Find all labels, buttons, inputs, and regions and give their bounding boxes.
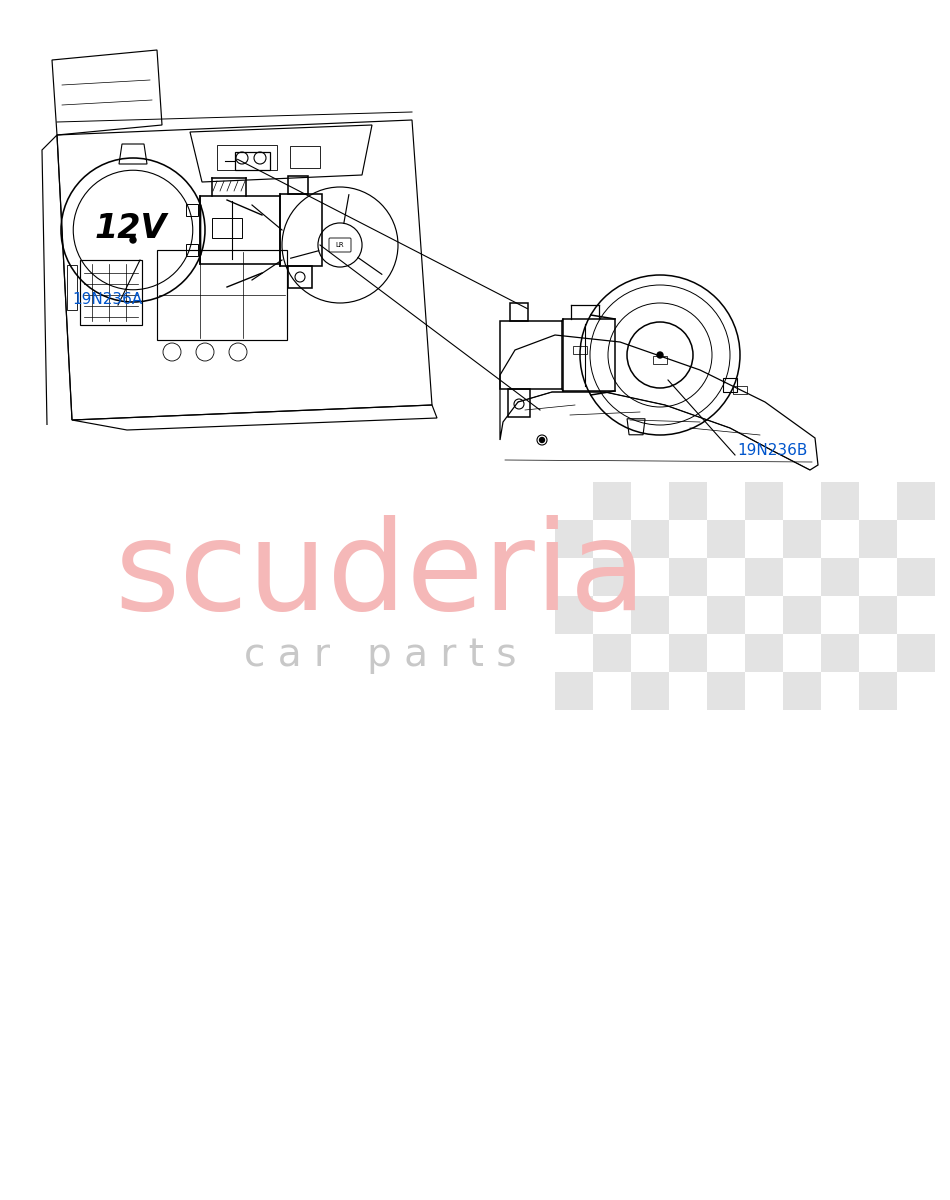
Bar (783, 520, 821, 558)
Bar (897, 558, 935, 596)
Bar (67, 265, 77, 310)
Bar (897, 482, 935, 520)
Bar (555, 520, 593, 558)
Bar (555, 672, 593, 710)
Bar (821, 634, 859, 672)
Bar (631, 596, 669, 634)
Bar (157, 250, 287, 340)
Bar (745, 558, 783, 596)
Circle shape (657, 352, 663, 358)
Bar (80, 260, 142, 325)
Bar (212, 218, 242, 238)
Bar (500, 320, 562, 389)
Bar (669, 634, 707, 672)
Bar (821, 482, 859, 520)
Bar (859, 672, 897, 710)
Bar (235, 152, 270, 170)
Bar (280, 194, 322, 266)
Bar (593, 558, 631, 596)
Text: 12V: 12V (95, 211, 167, 245)
Bar (508, 389, 530, 416)
Bar (186, 245, 199, 257)
Bar (859, 596, 897, 634)
Bar (186, 204, 199, 216)
Bar (669, 482, 707, 520)
Bar (288, 266, 312, 288)
Bar (707, 596, 745, 634)
Bar (897, 634, 935, 672)
Bar (745, 482, 783, 520)
Bar (555, 596, 593, 634)
Bar (783, 672, 821, 710)
Bar (593, 482, 631, 520)
Text: LR: LR (335, 242, 344, 248)
Bar (707, 520, 745, 558)
Circle shape (540, 438, 544, 443)
Text: 19N236A: 19N236A (72, 292, 142, 307)
Text: scuderia: scuderia (114, 515, 646, 636)
Bar (510, 302, 528, 320)
Text: c a r   p a r t s: c a r p a r t s (244, 636, 516, 674)
Bar (593, 634, 631, 672)
Bar (653, 356, 667, 364)
Bar (631, 520, 669, 558)
Bar (859, 520, 897, 558)
Bar (783, 596, 821, 634)
Bar (573, 346, 587, 354)
Bar (745, 634, 783, 672)
Text: 19N236B: 19N236B (737, 443, 808, 458)
Circle shape (130, 236, 136, 242)
Bar (563, 319, 615, 391)
Bar (288, 176, 308, 194)
Bar (669, 558, 707, 596)
Bar (631, 672, 669, 710)
Bar (821, 558, 859, 596)
Bar (290, 146, 320, 168)
Bar (200, 196, 280, 264)
Bar (707, 672, 745, 710)
Bar (733, 386, 747, 394)
Bar (217, 145, 277, 170)
